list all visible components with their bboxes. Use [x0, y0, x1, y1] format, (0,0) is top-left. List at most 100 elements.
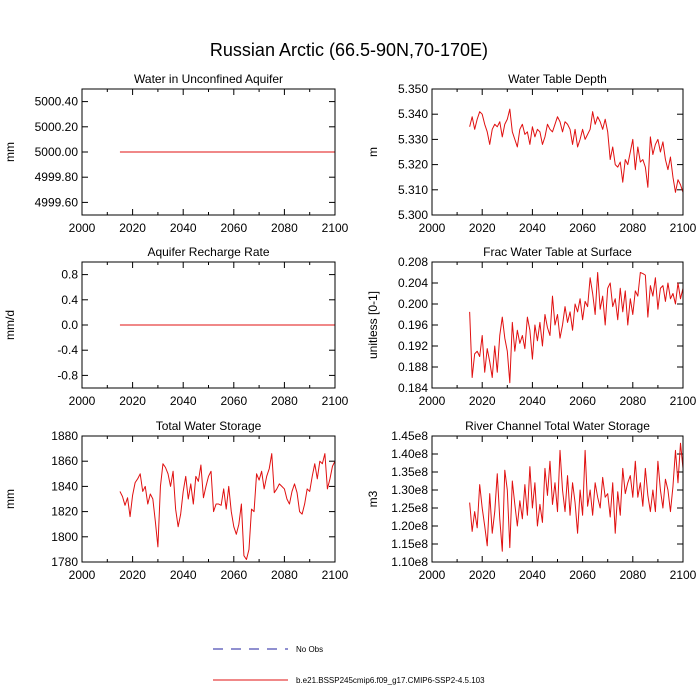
y-tick-label: 1820 — [51, 505, 78, 519]
plot-frame — [81, 261, 336, 389]
x-tick-label: 2080 — [271, 221, 298, 235]
y-tick-label: 5.300 — [398, 208, 428, 222]
legend-label-no-obs: No Obs — [296, 645, 323, 654]
y-tick-label: 4999.80 — [35, 170, 79, 184]
x-tick-label: 2060 — [220, 394, 247, 408]
x-tick-label: 2000 — [69, 394, 96, 408]
y-axis-label: mm — [3, 142, 17, 162]
x-tick-label: 2100 — [322, 394, 349, 408]
x-tick-label: 2040 — [170, 568, 197, 582]
y-tick-label: 1.10e8 — [391, 555, 428, 569]
y-tick-label: 5000.20 — [35, 120, 79, 134]
panel-title: River Channel Total Water Storage — [465, 419, 650, 433]
panel-title: Frac Water Table at Surface — [483, 245, 632, 259]
y-tick-label: 1.25e8 — [391, 501, 428, 515]
x-tick-label: 2020 — [469, 221, 496, 235]
y-tick-label: 1880 — [51, 429, 78, 443]
plot-frame — [81, 88, 336, 216]
y-tick-label: 1.20e8 — [391, 519, 428, 533]
panel-title: Total Water Storage — [156, 419, 262, 433]
x-tick-label: 2060 — [220, 221, 247, 235]
x-tick-label: 2060 — [569, 568, 596, 582]
x-tick-label: 2020 — [469, 394, 496, 408]
panel-4: Frac Water Table at Surface unitless [0-1… — [366, 245, 697, 408]
y-tick-label: 1.30e8 — [391, 483, 428, 497]
y-tick-label: 0.196 — [398, 318, 428, 332]
y-tick-label: 0.192 — [398, 339, 428, 353]
panel-6: River Channel Total Water Storage m3 2000 2… — [366, 419, 697, 582]
y-tick-label: 0.188 — [398, 360, 428, 374]
y-tick-label: 1840 — [51, 479, 78, 493]
panel-title: Water in Unconfined Aquifer — [134, 72, 283, 86]
panel-1: Water in Unconfined Aquifer mm 2000 2020 204… — [3, 72, 349, 235]
x-tick-label: 2060 — [569, 221, 596, 235]
x-tick-label: 2020 — [119, 394, 146, 408]
x-tick-label: 2060 — [220, 568, 247, 582]
x-tick-label: 2000 — [419, 221, 446, 235]
y-axis-label: unitless [0-1] — [366, 291, 380, 359]
y-tick-label: 0.0 — [61, 318, 78, 332]
x-tick-label: 2040 — [519, 568, 546, 582]
x-tick-label: 2080 — [619, 394, 646, 408]
y-tick-label: 1780 — [51, 555, 78, 569]
x-tick-label: 2040 — [519, 394, 546, 408]
x-tick-label: 2100 — [670, 221, 697, 235]
series-line — [469, 272, 684, 384]
series-line — [469, 442, 684, 552]
x-tick-label: 2040 — [170, 394, 197, 408]
y-tick-label: 0.8 — [61, 268, 78, 282]
series-line — [119, 453, 336, 560]
x-tick-label: 2040 — [519, 221, 546, 235]
series-line — [469, 108, 684, 193]
y-tick-label: 4999.60 — [35, 195, 79, 209]
y-tick-label: 1.15e8 — [391, 537, 428, 551]
y-axis-label: m — [366, 147, 380, 157]
panel-title: Water Table Depth — [508, 72, 607, 86]
y-tick-label: 1.35e8 — [391, 465, 428, 479]
y-tick-label: -0.8 — [57, 368, 78, 382]
x-tick-label: 2080 — [619, 221, 646, 235]
x-tick-label: 2000 — [419, 394, 446, 408]
x-tick-label: 2080 — [271, 394, 298, 408]
y-tick-label: 0.204 — [398, 276, 428, 290]
y-axis-label: m3 — [366, 490, 380, 507]
y-tick-label: 0.208 — [398, 255, 428, 269]
y-tick-label: 5000.40 — [35, 95, 79, 109]
panel-3: Aquifer Recharge Rate mm/d 2000 2020 2040 206… — [3, 245, 349, 408]
y-tick-label: 5000.00 — [35, 145, 79, 159]
x-tick-label: 2100 — [322, 221, 349, 235]
y-tick-label: 1800 — [51, 530, 78, 544]
y-tick-label: 5.330 — [398, 132, 428, 146]
panel-title: Aquifer Recharge Rate — [147, 245, 269, 259]
y-tick-label: 1.45e8 — [391, 429, 428, 443]
x-tick-label: 2020 — [119, 568, 146, 582]
y-tick-label: -0.4 — [57, 343, 78, 357]
x-tick-label: 2040 — [170, 221, 197, 235]
x-tick-label: 2060 — [569, 394, 596, 408]
plot-frame — [431, 435, 684, 563]
x-tick-label: 2000 — [69, 221, 96, 235]
figure-title: Russian Arctic (66.5-90N,70-170E) — [210, 40, 488, 60]
x-tick-label: 2000 — [419, 568, 446, 582]
plot-frame — [431, 88, 684, 216]
x-tick-label: 2020 — [119, 221, 146, 235]
y-tick-label: 5.340 — [398, 107, 428, 121]
y-tick-label: 5.320 — [398, 158, 428, 172]
y-tick-label: 1860 — [51, 454, 78, 468]
x-tick-label: 2000 — [69, 568, 96, 582]
plot-frame — [81, 435, 336, 563]
y-tick-label: 5.350 — [398, 82, 428, 96]
y-tick-label: 5.310 — [398, 183, 428, 197]
plot-frame — [431, 261, 684, 389]
legend: No Obs b.e21.BSSP245cmip6.f09_g17.CMIP6-… — [213, 645, 485, 685]
panel-2: Water Table Depth m 2000 2020 2040 2060 2080 21… — [366, 72, 697, 235]
panels: Water in Unconfined Aquifer mm 2000 2020 204… — [3, 72, 697, 582]
x-tick-label: 2080 — [619, 568, 646, 582]
x-tick-label: 2100 — [322, 568, 349, 582]
x-tick-label: 2100 — [670, 568, 697, 582]
x-tick-label: 2100 — [670, 394, 697, 408]
legend-label-model: b.e21.BSSP245cmip6.f09_g17.CMIP6-SSP2-4.… — [296, 676, 485, 685]
x-tick-label: 2080 — [271, 568, 298, 582]
y-tick-label: 0.4 — [61, 293, 78, 307]
